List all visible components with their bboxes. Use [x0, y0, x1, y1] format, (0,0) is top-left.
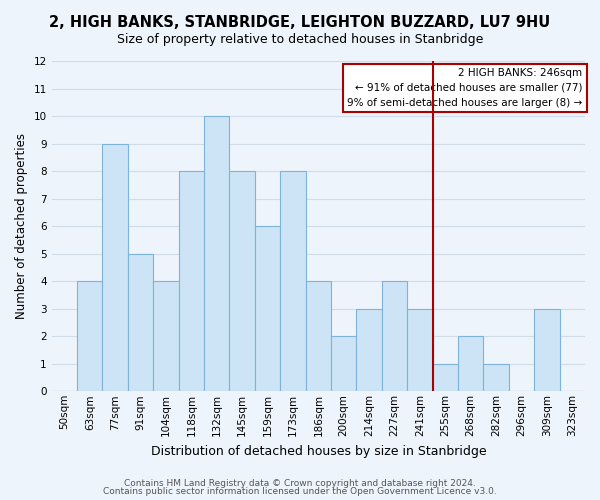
- Bar: [103, 144, 128, 392]
- Text: Contains public sector information licensed under the Open Government Licence v3: Contains public sector information licen…: [103, 488, 497, 496]
- Bar: [204, 116, 229, 392]
- Bar: [255, 226, 280, 392]
- Bar: [153, 282, 179, 392]
- Y-axis label: Number of detached properties: Number of detached properties: [15, 134, 28, 320]
- Bar: [305, 282, 331, 392]
- Bar: [433, 364, 458, 392]
- Text: Contains HM Land Registry data © Crown copyright and database right 2024.: Contains HM Land Registry data © Crown c…: [124, 478, 476, 488]
- Bar: [458, 336, 484, 392]
- Bar: [534, 309, 560, 392]
- Text: Size of property relative to detached houses in Stanbridge: Size of property relative to detached ho…: [117, 32, 483, 46]
- Bar: [484, 364, 509, 392]
- Text: 2, HIGH BANKS, STANBRIDGE, LEIGHTON BUZZARD, LU7 9HU: 2, HIGH BANKS, STANBRIDGE, LEIGHTON BUZZ…: [49, 15, 551, 30]
- Bar: [331, 336, 356, 392]
- Text: 2 HIGH BANKS: 246sqm
← 91% of detached houses are smaller (77)
9% of semi-detach: 2 HIGH BANKS: 246sqm ← 91% of detached h…: [347, 68, 583, 108]
- X-axis label: Distribution of detached houses by size in Stanbridge: Distribution of detached houses by size …: [151, 444, 486, 458]
- Bar: [356, 309, 382, 392]
- Bar: [382, 282, 407, 392]
- Bar: [229, 172, 255, 392]
- Bar: [128, 254, 153, 392]
- Bar: [179, 172, 204, 392]
- Bar: [77, 282, 103, 392]
- Bar: [280, 172, 305, 392]
- Bar: [407, 309, 433, 392]
